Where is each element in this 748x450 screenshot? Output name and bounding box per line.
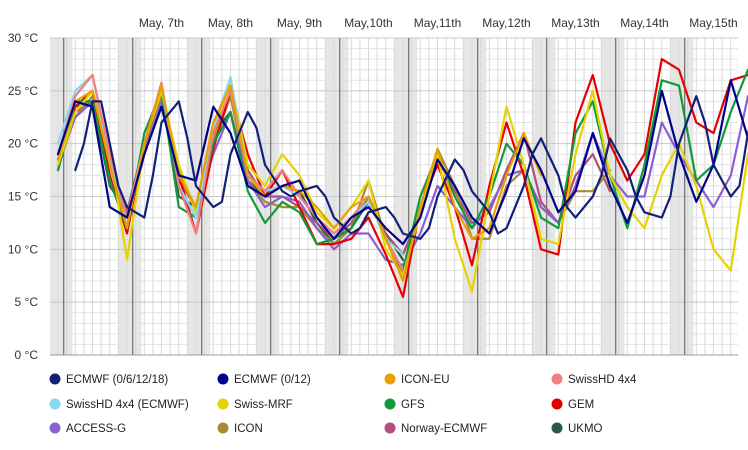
legend-label: SwissHD 4x4 xyxy=(568,374,637,386)
legend-label: GFS xyxy=(401,399,425,411)
legend-item-norway-ecmwf[interactable]: Norway-ECMWF xyxy=(384,422,488,436)
legend-marker xyxy=(384,398,396,410)
legend-item-gem[interactable]: GEM xyxy=(551,398,595,412)
legend-marker xyxy=(49,398,61,410)
day-label: May,15th xyxy=(689,16,737,30)
series-line-swiss-mrf xyxy=(56,79,748,293)
legend-marker xyxy=(49,373,61,385)
legend-item-ecmwf-0-6-12-18[interactable]: ECMWF (0/6/12/18) xyxy=(49,373,169,387)
legend-item-ecmwf-0-12[interactable]: ECMWF (0/12) xyxy=(217,373,311,387)
legend-item-swiss-mrf[interactable]: Swiss-MRF xyxy=(217,398,293,412)
axis-labels: 0 °C 5 °C 10 °C 15 °C 20 °C 25 °C 30 °C May, 7t… xyxy=(8,16,738,362)
legend-item-icon[interactable]: ICON xyxy=(217,422,263,436)
legend-marker xyxy=(217,398,229,410)
y-tick-label: 25 °C xyxy=(8,84,38,98)
legend-marker xyxy=(551,398,563,410)
legend-item-gfs[interactable]: GFS xyxy=(384,398,425,412)
y-tick-label: 15 °C xyxy=(8,190,38,204)
legend-label: ICON xyxy=(234,423,263,435)
series-line-ecmwf-0-12 xyxy=(56,79,748,246)
day-label: May,12th xyxy=(482,16,530,30)
legend-marker xyxy=(551,422,563,434)
legend-label: UKMO xyxy=(568,423,603,435)
day-label: May, 9th xyxy=(277,16,322,30)
legend-label: ICON-EU xyxy=(401,374,450,386)
legend-label: Swiss-MRF xyxy=(234,399,293,411)
day-label: May, 7th xyxy=(139,16,184,30)
y-tick-label: 20 °C xyxy=(8,137,38,151)
day-label: May,10th xyxy=(344,16,392,30)
midnight-lines xyxy=(63,38,686,355)
legend-item-swisshd-4x4-ecmwf[interactable]: SwissHD 4x4 (ECMWF) xyxy=(49,398,189,412)
legend-marker xyxy=(551,373,563,385)
legend-marker xyxy=(384,373,396,385)
legend[interactable]: ECMWF (0/6/12/18) ECMWF (0/12) ICON-EU Swis… xyxy=(49,373,637,436)
legend-label: ECMWF (0/12) xyxy=(234,374,311,386)
grid-lines xyxy=(50,37,738,356)
legend-label: SwissHD 4x4 (ECMWF) xyxy=(66,399,189,411)
series-lines xyxy=(56,57,748,298)
legend-marker xyxy=(49,422,61,434)
legend-item-icon-eu[interactable]: ICON-EU xyxy=(384,373,450,387)
day-label: May,11th xyxy=(414,16,462,30)
y-tick-label: 30 °C xyxy=(8,31,38,45)
legend-marker xyxy=(217,422,229,434)
legend-label: ECMWF (0/6/12/18) xyxy=(66,374,168,386)
legend-marker xyxy=(384,422,396,434)
legend-label: Norway-ECMWF xyxy=(401,423,487,435)
legend-label: GEM xyxy=(568,399,594,411)
day-label: May,13th xyxy=(551,16,599,30)
legend-item-ukmo[interactable]: UKMO xyxy=(551,422,603,436)
y-tick-label: 0 °C xyxy=(15,348,39,362)
legend-label: ACCESS-G xyxy=(66,423,126,435)
series-line-ecmwf-0-6-12-18 xyxy=(74,94,748,240)
legend-item-swisshd-4x4[interactable]: SwissHD 4x4 xyxy=(551,373,637,387)
y-tick-label: 10 °C xyxy=(8,242,38,256)
legend-marker xyxy=(217,373,229,385)
y-tick-label: 5 °C xyxy=(15,295,39,309)
legend-item-access-g[interactable]: ACCESS-G xyxy=(49,422,127,436)
day-label: May,14th xyxy=(620,16,668,30)
day-label: May, 8th xyxy=(208,16,253,30)
